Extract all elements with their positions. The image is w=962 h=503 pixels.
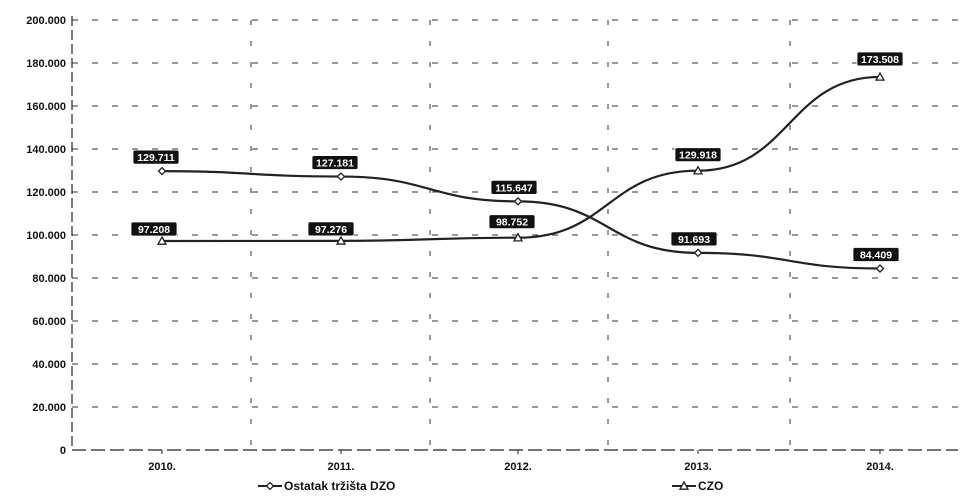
legend-item-1: Ostatak tržišta DZO	[258, 479, 395, 493]
axes: 0 20.000 40.000 60.000 80.000 100.000 120.000 1…	[26, 15, 958, 473]
data-label: 91.693	[678, 234, 710, 246]
data-label-box	[130, 221, 178, 237]
data-label-box	[490, 179, 538, 195]
x-tick-label: 2012.	[504, 461, 532, 473]
series-1-point	[157, 166, 167, 176]
data-label-box	[856, 51, 904, 67]
legend-item-2: CZO	[672, 479, 723, 493]
y-tick-label: 80.000	[32, 273, 66, 285]
legend-label: Ostatak tržišta DZO	[284, 479, 395, 493]
data-label: 115.647	[495, 182, 533, 194]
series-1-point	[875, 264, 885, 273]
data-labels: 129.711 127.181 115.647 91.693 84.409 97.208 9…	[130, 51, 904, 262]
legend: Ostatak tržišta DZO CZO	[258, 479, 723, 493]
data-label: 97.208	[138, 224, 170, 236]
data-label-box	[852, 247, 900, 262]
series-line-2	[161, 75, 881, 243]
data-label-box	[132, 149, 180, 165]
y-tick-label: 60.000	[32, 316, 66, 328]
series-1-point	[513, 196, 523, 206]
legend-marker	[678, 480, 690, 490]
y-tick-label: 200.000	[26, 15, 66, 27]
x-tick-label: 2011.	[328, 461, 355, 473]
data-label: 84.409	[860, 250, 892, 262]
series-2-point	[512, 232, 524, 242]
data-label: 129.711	[137, 152, 175, 164]
series	[156, 71, 886, 273]
series-2-point	[874, 71, 886, 81]
y-tick-label: 0	[60, 445, 66, 457]
y-tick-label: 40.000	[32, 359, 66, 371]
y-tick-label: 120.000	[26, 187, 66, 199]
legend-marker	[265, 481, 275, 491]
data-label: 129.918	[679, 150, 717, 162]
data-label: 173.508	[861, 54, 899, 66]
data-label: 98.752	[496, 217, 528, 229]
data-label-box	[674, 147, 722, 163]
series-1-point	[693, 248, 703, 258]
data-label: 97.276	[315, 224, 347, 236]
x-tick-label: 2010.	[148, 461, 176, 473]
x-tick-label: 2014.	[866, 461, 894, 473]
series-2-point	[335, 235, 347, 245]
data-label-box	[307, 221, 355, 237]
y-tick-label: 20.000	[32, 402, 66, 414]
data-label: 127.181	[316, 158, 354, 170]
data-label-box	[488, 214, 536, 230]
y-tick-label: 100.000	[26, 230, 66, 242]
data-label-box	[670, 231, 718, 247]
data-label-box	[311, 155, 359, 170]
x-tick-label: 2013.	[684, 461, 712, 473]
grid	[72, 19, 958, 450]
series-2-point	[692, 165, 704, 175]
series-2-point	[156, 235, 168, 245]
y-tick-label: 140.000	[26, 144, 66, 156]
y-tick-label: 160.000	[26, 101, 66, 113]
legend-label: CZO	[698, 479, 723, 493]
series-1-point	[336, 172, 346, 181]
y-tick-label: 180.000	[26, 58, 66, 70]
